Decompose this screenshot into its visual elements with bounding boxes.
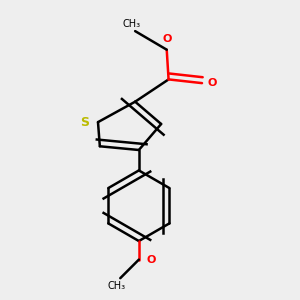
Text: O: O xyxy=(146,255,155,265)
Text: S: S xyxy=(80,116,89,129)
Text: CH₃: CH₃ xyxy=(122,19,140,29)
Text: CH₃: CH₃ xyxy=(107,280,126,291)
Text: O: O xyxy=(162,34,171,44)
Text: O: O xyxy=(208,78,217,88)
